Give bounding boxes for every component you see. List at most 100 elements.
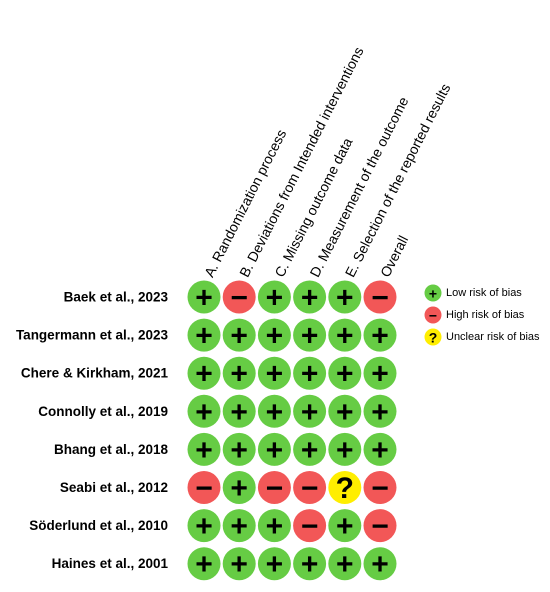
judgment-symbol: + bbox=[195, 320, 213, 353]
judgment-circle bbox=[293, 394, 327, 428]
judgment-symbol: + bbox=[336, 358, 354, 391]
judgment-circle bbox=[257, 547, 291, 581]
judgment-circle bbox=[363, 356, 397, 390]
judgment-circle bbox=[293, 356, 327, 390]
study-label: Baek et al., 2023 bbox=[64, 290, 169, 305]
judgment-symbol: + bbox=[195, 358, 213, 391]
judgment-symbol: − bbox=[371, 510, 389, 543]
judgment-symbol: − bbox=[230, 282, 248, 315]
judgment-circle bbox=[187, 547, 221, 581]
judgment-symbol: + bbox=[266, 510, 284, 543]
judgment-circle bbox=[363, 280, 397, 314]
judgment-circle bbox=[222, 471, 256, 504]
judgment-circle bbox=[257, 394, 291, 428]
study-label: Haines et al., 2001 bbox=[52, 556, 169, 571]
judgment-circle bbox=[328, 509, 362, 543]
judgment-symbol: + bbox=[195, 396, 213, 429]
judgment-symbol: − bbox=[371, 472, 389, 505]
judgment-circle bbox=[293, 280, 327, 314]
legend-circle bbox=[424, 306, 442, 324]
judgment-symbol: + bbox=[230, 434, 248, 467]
legend-symbol: − bbox=[429, 308, 437, 324]
judgment-symbol: + bbox=[230, 472, 248, 505]
study-label: Chere & Kirkham, 2021 bbox=[21, 366, 169, 381]
judgment-circle bbox=[328, 356, 362, 390]
judgment-symbol: − bbox=[266, 472, 284, 505]
judgment-circle bbox=[363, 318, 397, 352]
judgment-circle bbox=[257, 471, 291, 504]
judgment-symbol: + bbox=[371, 320, 389, 353]
legend-circle bbox=[424, 284, 442, 302]
judgment-symbol: − bbox=[371, 282, 389, 315]
judgment-symbol: + bbox=[230, 510, 248, 543]
judgment-symbol: + bbox=[266, 282, 284, 315]
judgment-circle bbox=[187, 318, 221, 352]
legend-symbol: ? bbox=[429, 330, 438, 346]
judgment-circle bbox=[328, 280, 362, 314]
judgment-circle bbox=[293, 471, 327, 504]
judgment-circle bbox=[328, 547, 362, 581]
judgment-circle bbox=[257, 318, 291, 352]
judgment-circle bbox=[222, 394, 256, 428]
judgment-circle bbox=[187, 471, 221, 504]
judgment-circle bbox=[187, 356, 221, 390]
judgment-circle bbox=[222, 432, 256, 466]
judgment-symbol: + bbox=[336, 510, 354, 543]
judgment-symbol: − bbox=[301, 472, 319, 505]
judgment-symbol: + bbox=[230, 548, 248, 581]
judgment-circle bbox=[187, 280, 221, 314]
judgment-symbol: + bbox=[266, 396, 284, 429]
judgment-symbol: + bbox=[266, 434, 284, 467]
study-label: Connolly et al., 2019 bbox=[38, 404, 168, 419]
judgment-symbol: − bbox=[195, 472, 213, 505]
judgment-symbol: + bbox=[371, 434, 389, 467]
judgment-symbol: + bbox=[195, 548, 213, 581]
study-label: Tangermann et al., 2023 bbox=[16, 328, 169, 343]
judgment-symbol: − bbox=[301, 510, 319, 543]
judgment-symbol: + bbox=[371, 396, 389, 429]
judgment-symbol: + bbox=[371, 358, 389, 391]
judgment-circle bbox=[222, 356, 256, 390]
judgment-symbol: + bbox=[336, 548, 354, 581]
legend-label: Low risk of bias bbox=[446, 287, 522, 299]
judgment-symbol: + bbox=[301, 396, 319, 429]
judgment-circle bbox=[293, 318, 327, 352]
judgment-circle bbox=[222, 318, 256, 352]
legend-symbol: + bbox=[429, 286, 437, 302]
judgment-symbol: + bbox=[266, 358, 284, 391]
judgment-circle bbox=[328, 471, 362, 504]
judgment-symbol: + bbox=[336, 320, 354, 353]
judgment-symbol: + bbox=[301, 282, 319, 315]
judgment-symbol: + bbox=[336, 396, 354, 429]
judgment-circle bbox=[328, 432, 362, 466]
judgment-circle bbox=[187, 432, 221, 466]
legend-circle bbox=[424, 328, 442, 346]
judgment-symbol: + bbox=[230, 396, 248, 429]
judgment-circle bbox=[257, 432, 291, 466]
judgment-circle bbox=[363, 509, 397, 543]
judgment-symbol: + bbox=[230, 358, 248, 391]
judgment-circle bbox=[363, 547, 397, 581]
judgment-circle bbox=[328, 394, 362, 428]
judgment-circle bbox=[257, 280, 291, 314]
judgment-circle bbox=[187, 509, 221, 543]
judgment-symbol: + bbox=[336, 434, 354, 467]
judgment-circle bbox=[363, 432, 397, 466]
judgment-circle bbox=[328, 318, 362, 352]
judgment-circle bbox=[293, 432, 327, 466]
judgment-symbol: + bbox=[301, 434, 319, 467]
judgment-symbol: + bbox=[230, 320, 248, 353]
judgment-symbol: + bbox=[266, 548, 284, 581]
study-label: Seabi et al., 2012 bbox=[60, 480, 168, 495]
study-label: Bhang et al., 2018 bbox=[54, 442, 169, 457]
legend-label: Unclear risk of bias bbox=[446, 331, 540, 343]
judgment-circle bbox=[363, 471, 397, 504]
domain-label: Overall bbox=[377, 233, 411, 280]
judgment-circle bbox=[257, 356, 291, 390]
judgment-symbol: + bbox=[301, 320, 319, 353]
judgment-symbol: + bbox=[301, 548, 319, 581]
legend-label: High risk of bias bbox=[446, 309, 525, 321]
judgment-symbol: + bbox=[371, 548, 389, 581]
judgment-circle bbox=[257, 509, 291, 543]
